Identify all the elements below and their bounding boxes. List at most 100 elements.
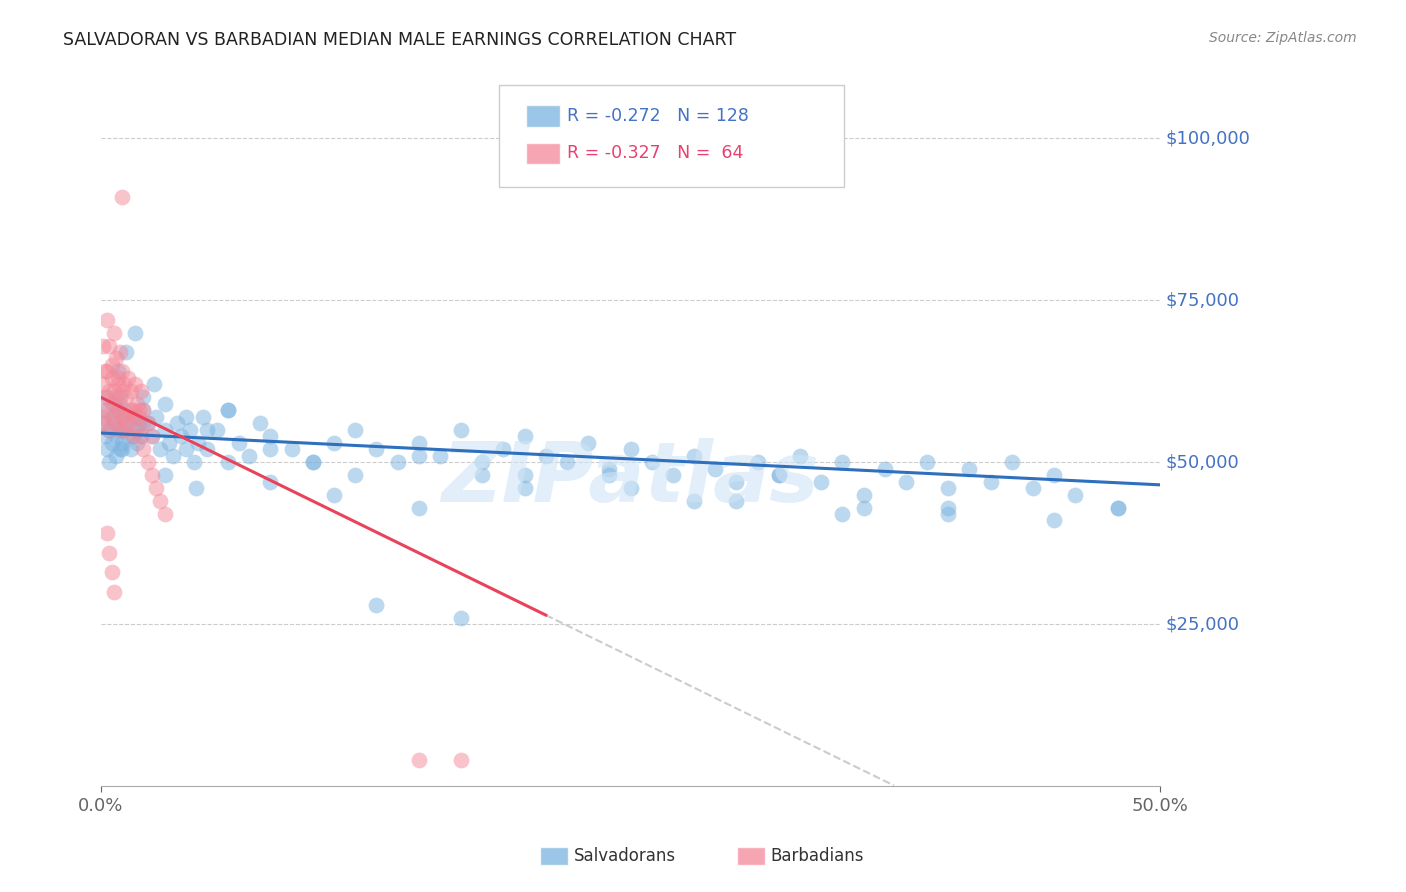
Point (117, 371, 139, 385)
Point (408, 449, 430, 463)
Point (112, 403, 135, 417)
Point (103, 417, 125, 431)
Point (91, 377, 114, 392)
Point (111, 442, 134, 457)
Point (107, 403, 129, 417)
Point (852, 487, 875, 501)
Point (534, 449, 557, 463)
Point (513, 481, 536, 495)
Point (725, 494, 748, 508)
Point (408, 435, 430, 450)
Point (112, 423, 135, 437)
Point (108, 397, 131, 411)
Point (98, 455, 121, 469)
Point (104, 390, 127, 404)
Point (1022, 481, 1045, 495)
Point (1043, 468, 1066, 483)
Point (280, 442, 302, 457)
Point (1043, 514, 1066, 528)
Point (108, 390, 131, 404)
Point (115, 409, 138, 424)
Point (96, 364, 118, 378)
Point (141, 429, 163, 443)
Point (980, 475, 1002, 489)
Point (115, 345, 138, 359)
Point (810, 475, 832, 489)
Point (725, 475, 748, 489)
Point (111, 384, 134, 398)
Text: $25,000: $25,000 (1166, 615, 1239, 633)
Point (149, 494, 172, 508)
Point (157, 435, 180, 450)
Point (100, 397, 122, 411)
Point (142, 377, 165, 392)
Point (120, 384, 142, 398)
Point (129, 384, 152, 398)
Point (191, 409, 214, 424)
Point (100, 409, 122, 424)
Point (132, 390, 155, 404)
Point (619, 481, 641, 495)
Point (128, 409, 150, 424)
Point (936, 481, 959, 495)
Point (108, 423, 131, 437)
Point (228, 435, 250, 450)
Point (195, 423, 218, 437)
Point (174, 442, 197, 457)
Point (121, 429, 143, 443)
Point (344, 423, 367, 437)
Point (100, 371, 122, 385)
Point (1107, 500, 1129, 515)
Point (186, 481, 208, 495)
Point (641, 455, 664, 469)
Text: $75,000: $75,000 (1166, 291, 1239, 310)
Point (408, 753, 430, 767)
Point (166, 417, 188, 431)
Point (936, 507, 959, 521)
Text: R = -0.327   N =  64: R = -0.327 N = 64 (567, 145, 742, 162)
Point (598, 468, 620, 483)
Point (98, 423, 121, 437)
Point (132, 417, 155, 431)
Point (132, 442, 155, 457)
Point (683, 494, 706, 508)
Point (108, 345, 131, 359)
Point (195, 442, 218, 457)
Point (132, 403, 155, 417)
Point (852, 500, 875, 515)
Point (104, 351, 127, 366)
Point (598, 461, 620, 475)
Point (259, 429, 281, 443)
Point (873, 461, 896, 475)
Point (132, 403, 155, 417)
Text: Source: ZipAtlas.com: Source: ZipAtlas.com (1209, 31, 1357, 45)
Point (387, 455, 409, 469)
Point (91, 417, 114, 431)
Point (96, 442, 118, 457)
Point (98, 384, 121, 398)
Point (162, 449, 184, 463)
Point (141, 468, 163, 483)
Point (111, 435, 134, 450)
Point (831, 455, 853, 469)
Point (141, 429, 163, 443)
Point (513, 468, 536, 483)
Point (111, 409, 134, 424)
Point (471, 455, 494, 469)
Point (94, 429, 117, 443)
Point (217, 403, 239, 417)
Point (117, 429, 139, 443)
Text: $100,000: $100,000 (1166, 129, 1250, 147)
Point (704, 461, 727, 475)
Point (129, 429, 152, 443)
Point (149, 442, 172, 457)
Point (238, 449, 260, 463)
Point (107, 371, 129, 385)
Point (323, 487, 346, 501)
Point (124, 423, 146, 437)
Point (115, 390, 138, 404)
Point (96, 312, 118, 326)
Point (103, 326, 125, 340)
Point (96, 390, 118, 404)
Point (179, 423, 201, 437)
